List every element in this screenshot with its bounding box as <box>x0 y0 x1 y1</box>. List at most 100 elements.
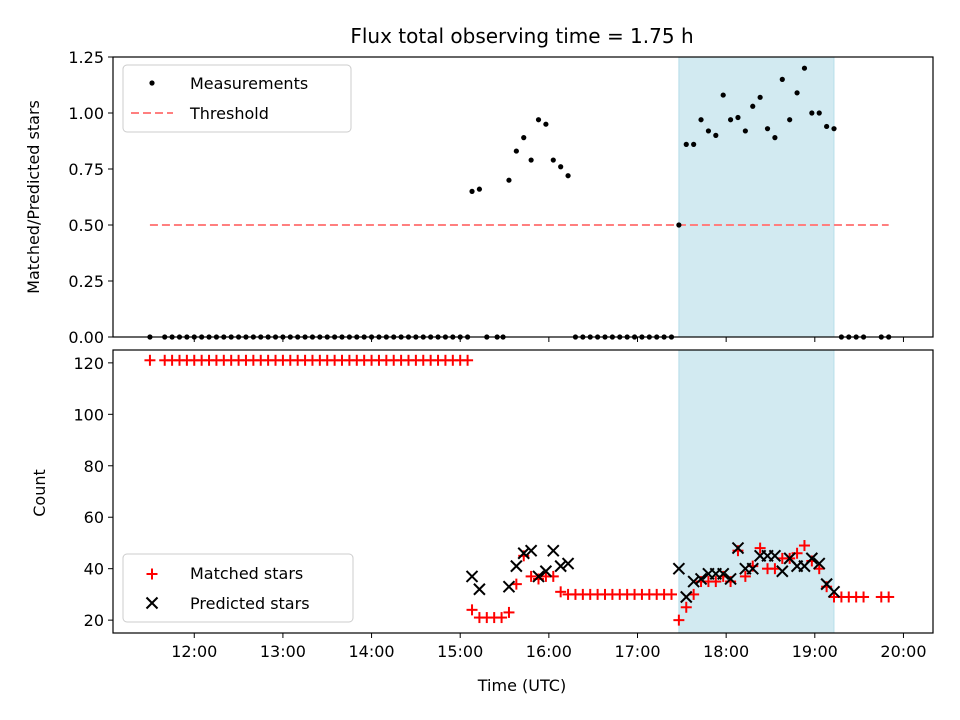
predicted-star-point-b <box>672 562 686 575</box>
x-tick-label: 14:00 <box>349 642 395 661</box>
measurement-point <box>521 135 527 141</box>
predicted-star-point-b <box>746 562 759 575</box>
y-tick-label: 1.00 <box>68 104 104 123</box>
y-tick-label: 120 <box>73 354 104 373</box>
predicted-star-point-b <box>820 577 833 591</box>
measurement-point <box>698 117 704 123</box>
legend-measurements-label: Measurements <box>190 74 308 93</box>
matched-star-point <box>710 576 722 588</box>
predicted-star-point-b <box>554 559 567 573</box>
predicted-star-point <box>547 544 560 557</box>
bottom-plot-frame <box>112 349 934 634</box>
chart-title: Flux total observing time = 1.75 h <box>350 24 693 48</box>
measurement-point <box>550 157 556 163</box>
predicted-star-point-b <box>724 572 737 586</box>
measurement-point <box>794 90 800 96</box>
predicted-star-point <box>776 565 789 578</box>
predicted-star-point-b <box>768 549 782 563</box>
predicted-star-point-b <box>547 544 560 557</box>
measurement-point <box>727 117 734 123</box>
measurement-point <box>676 222 682 228</box>
legend-predicted-marker <box>145 596 159 610</box>
top-plot-frame <box>112 56 934 338</box>
y-tick-label: 100 <box>73 405 104 424</box>
predicted-star-point-b <box>827 585 841 599</box>
predicted-star-point <box>746 562 759 575</box>
predicted-star-point <box>680 590 693 604</box>
measurement-point <box>683 141 689 147</box>
x-tick-label: 18:00 <box>703 642 749 661</box>
legend-matched-label: Matched stars <box>190 564 303 583</box>
matched-star-point <box>525 570 537 582</box>
measurement-point <box>691 141 697 147</box>
matched-star-point <box>680 601 692 613</box>
predicted-star-point <box>694 572 708 586</box>
predicted-star-point-b <box>776 565 789 578</box>
measurement-point <box>757 94 763 100</box>
measurement-point <box>469 188 475 194</box>
matched-star-point <box>883 591 895 603</box>
measurement-point <box>816 110 822 116</box>
predicted-star-point-b <box>502 580 516 593</box>
x-axis-label: Time (UTC) <box>477 676 566 695</box>
measurement-point <box>713 132 719 138</box>
matched-star-point <box>739 570 751 582</box>
predicted-star-point <box>716 567 730 581</box>
y-tick-label: 1.25 <box>68 48 104 67</box>
legend-threshold-label: Threshold <box>189 104 269 123</box>
matched-star-point <box>665 588 677 600</box>
y-tick-label: 0.25 <box>68 272 104 291</box>
legend-matched-marker <box>146 568 158 580</box>
matched-star-point <box>503 606 515 618</box>
predicted-star-point <box>731 541 745 555</box>
x-tick-label: 15:00 <box>437 642 483 661</box>
y-tick-label: 0.00 <box>68 328 104 347</box>
predicted-star-point-b <box>687 575 700 588</box>
matched-star-point <box>813 563 825 575</box>
predicted-star-point <box>554 559 567 573</box>
measurement-point <box>543 121 549 127</box>
matched-star-point <box>547 570 559 582</box>
matched-star-point <box>858 591 870 603</box>
highlight-span <box>678 56 835 338</box>
predicted-star-point <box>532 570 545 583</box>
predicted-star-point <box>473 583 486 596</box>
matched-star-point <box>462 354 474 366</box>
matched-star-point <box>673 614 685 626</box>
predicted-star-point <box>805 552 819 565</box>
x-tick-label: 13:00 <box>260 642 306 661</box>
measurement-point <box>528 157 534 163</box>
y-tick-label: 20 <box>84 611 104 630</box>
predicted-star-point-b <box>783 552 796 565</box>
legend-box <box>122 64 352 133</box>
x-tick-label: 12:00 <box>171 642 217 661</box>
measurement-point <box>787 117 793 123</box>
measurement-point <box>720 92 726 98</box>
predicted-star-point <box>539 565 553 578</box>
y-tick-label: 0.50 <box>68 216 104 235</box>
predicted-star-point <box>465 570 479 583</box>
top-y-axis-label: Matched/Predicted stars <box>24 100 43 294</box>
bottom-panel: 20 40 60 80 100 120 12:00 13:00 14:00 15:00 16:00 1… <box>73 349 934 661</box>
measurement-point <box>558 164 564 170</box>
predicted-star-point-b <box>524 544 538 557</box>
measurement-point <box>764 126 771 132</box>
x-tick-label: 19:00 <box>792 642 838 661</box>
predicted-star-point <box>687 575 700 588</box>
predicted-star-point-b <box>805 552 819 565</box>
predicted-star-point-b <box>561 557 575 570</box>
predicted-star-point <box>724 572 737 586</box>
y-tick-label: 80 <box>84 457 104 476</box>
predicted-star-point-b <box>716 567 730 581</box>
y-tick-label: 60 <box>84 508 104 527</box>
predicted-star-point-b <box>510 559 523 573</box>
predicted-star-point-b <box>465 570 479 583</box>
legend-predicted-marker-b <box>145 596 159 610</box>
predicted-star-point <box>524 544 538 557</box>
bottom-legend: Matched stars Predicted stars <box>122 553 354 623</box>
predicted-star-point <box>517 547 530 560</box>
predicted-star-point-b <box>532 570 545 583</box>
predicted-star-point <box>813 557 826 570</box>
y-tick-label: 40 <box>84 560 104 579</box>
